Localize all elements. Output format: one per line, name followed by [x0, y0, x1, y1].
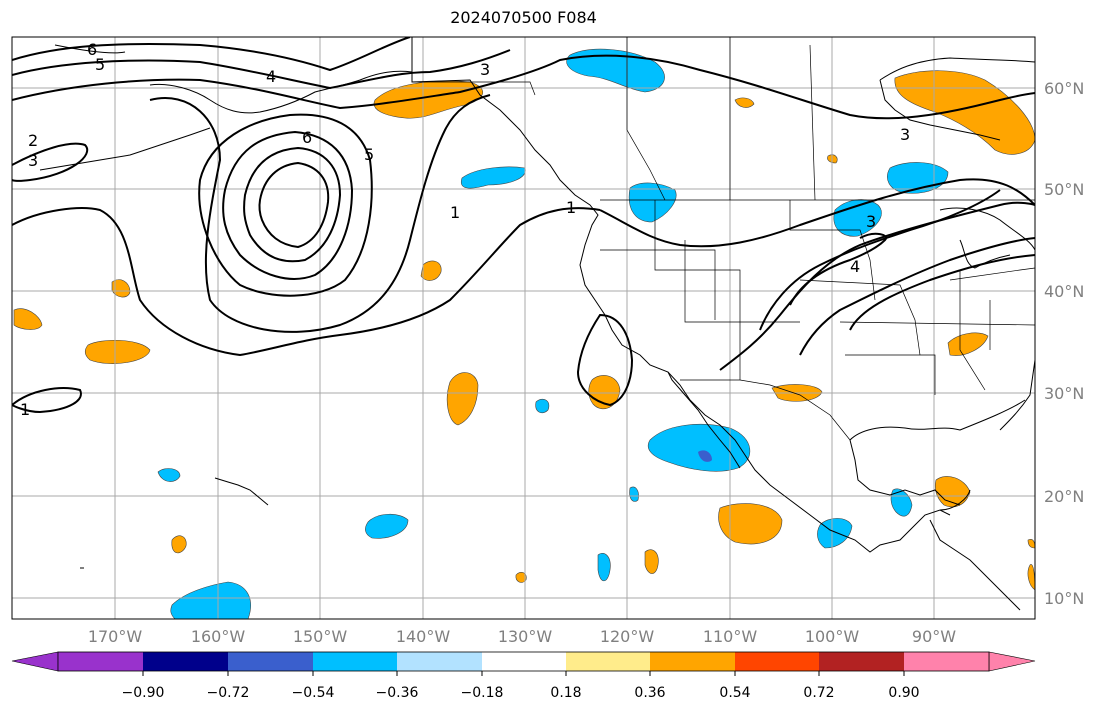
- lat-label: 20°N: [1044, 487, 1084, 506]
- graticule: [12, 37, 1035, 619]
- contour-label: 3: [480, 60, 490, 79]
- lat-label: 10°N: [1044, 589, 1084, 608]
- longitude-labels: 170°W 160°W 150°W 140°W 130°W 120°W 110°…: [88, 627, 956, 646]
- lon-label: 100°W: [805, 627, 860, 646]
- lon-label: 160°W: [191, 627, 246, 646]
- contour-label: 1: [450, 203, 460, 222]
- lat-label: 30°N: [1044, 384, 1084, 403]
- colorbar-tick-label: −0.72: [207, 685, 250, 701]
- lon-label: 90°W: [912, 627, 956, 646]
- contour-lines: [12, 37, 1035, 414]
- contour-label: 2: [28, 131, 38, 150]
- coastlines: [39, 37, 1035, 611]
- colorbar-tick-label: 0.90: [888, 685, 919, 701]
- colorbar-extend-high: [988, 651, 1036, 672]
- political-boundaries: [412, 37, 1035, 441]
- lon-label: 120°W: [600, 627, 655, 646]
- colorbar-tick-label: −0.54: [292, 685, 335, 701]
- colorbar-segment: [228, 652, 313, 671]
- lon-label: 140°W: [396, 627, 451, 646]
- colorbar-tick-label: 0.72: [803, 685, 834, 701]
- colorbar-segment: [397, 652, 482, 671]
- contour-label: 6: [302, 128, 312, 147]
- contour-label: 5: [364, 145, 374, 164]
- lon-label: 110°W: [703, 627, 758, 646]
- colorbar-tick-label: −0.36: [376, 685, 419, 701]
- lat-label: 40°N: [1044, 282, 1084, 301]
- colorbar-segment: [904, 652, 989, 671]
- contour-label: 4: [850, 257, 860, 276]
- contour-label: 5: [95, 55, 105, 74]
- contour-label: 3: [866, 212, 876, 231]
- lat-label: 50°N: [1044, 180, 1084, 199]
- colorbar-tick-label: −0.90: [122, 685, 165, 701]
- map-title: 2024070500 F084: [450, 8, 597, 27]
- colorbar-segment: [58, 652, 143, 671]
- colorbar-segment: [566, 652, 650, 671]
- contour-label: 1: [20, 400, 30, 419]
- colorbar-segment: [482, 652, 566, 671]
- colorbar-segment: [143, 652, 228, 671]
- negative-anomaly-fill: [157, 48, 949, 619]
- colorbar-tick-label: −0.18: [461, 685, 504, 701]
- colorbar-frame: [57, 651, 990, 672]
- map-background: [12, 37, 1035, 619]
- colorbar: −0.90 −0.72 −0.54 −0.36 −0.18 0.18 0.36 0.54 0.7…: [11, 651, 1036, 701]
- strong-negative-anomaly: [698, 450, 712, 462]
- colorbar-tick-label: 0.54: [719, 685, 750, 701]
- contour-label: 3: [900, 125, 910, 144]
- map-frame: [11, 36, 1036, 620]
- contour-label: 6: [87, 40, 97, 59]
- lat-label: 60°N: [1044, 79, 1084, 98]
- positive-anomaly-fill: [13, 70, 1035, 591]
- colorbar-segment: [650, 652, 735, 671]
- contour-label-group: 6 5 4 3 2 3 6 5 1 1 3 4 3 1 3: [20, 40, 910, 419]
- contour-label: 4: [266, 67, 276, 86]
- latitude-labels: 60°N 50°N 40°N 30°N 20°N 10°N: [1044, 79, 1084, 608]
- colorbar-segment: [313, 652, 397, 671]
- colorbar-tick-label: 0.36: [634, 685, 665, 701]
- lon-label: 130°W: [498, 627, 553, 646]
- colorbar-segment: [819, 652, 904, 671]
- colorbar-segment: [735, 652, 819, 671]
- lon-label: 170°W: [88, 627, 143, 646]
- contour-label: 1: [566, 198, 576, 217]
- colorbar-extend-low: [11, 651, 59, 672]
- lon-label: 150°W: [293, 627, 348, 646]
- contour-label: 3: [28, 151, 38, 170]
- colorbar-tick-label: 0.18: [550, 685, 581, 701]
